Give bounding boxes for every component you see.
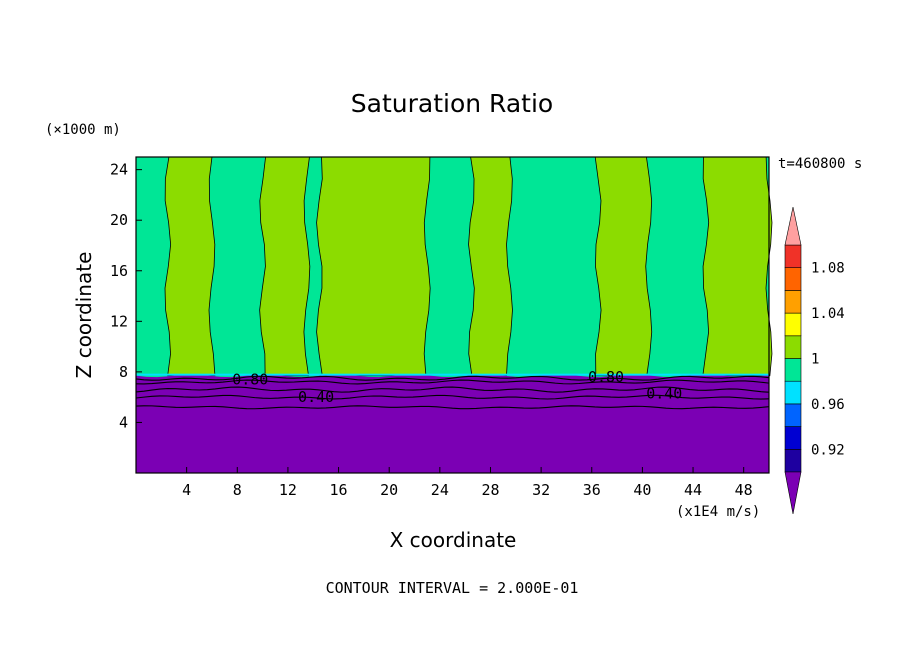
colorbar: 0.92 0.96 1 1.04 1.08 xyxy=(784,206,845,515)
y-tick-label: 8 xyxy=(119,363,128,381)
colorbar-level-label: 1.08 xyxy=(811,261,845,277)
x-tick-label: 8 xyxy=(233,481,242,499)
y-tick-label: 24 xyxy=(110,161,128,179)
y-tick-label: 12 xyxy=(110,312,128,330)
colorbar-swatch xyxy=(784,244,802,269)
colorbar-swatch xyxy=(784,335,802,359)
x-tick-label: 20 xyxy=(380,481,398,499)
x-tick-label: 40 xyxy=(633,481,651,499)
y-axis: 4 8 12 16 20 24 xyxy=(110,161,142,431)
colorbar-swatch xyxy=(784,426,802,450)
x-tick-label: 4 xyxy=(182,481,191,499)
supersaturated-column xyxy=(594,156,653,377)
contour-label: 0.80 xyxy=(232,370,268,388)
contour-label: 0.40 xyxy=(298,388,334,406)
plot-frame xyxy=(135,156,770,474)
plot-area: 0.80 0.40 0.80 0.40 xyxy=(135,156,773,474)
supersaturated-column xyxy=(164,156,216,377)
colorbar-level-label: 1 xyxy=(811,352,819,368)
contour-line xyxy=(135,405,770,410)
contour-lines xyxy=(135,375,770,410)
supersaturated-columns xyxy=(164,156,773,377)
y-tick-label: 4 xyxy=(119,413,128,431)
colorbar-level-label: 1.04 xyxy=(811,306,845,322)
colorbar-level-label: 0.92 xyxy=(811,442,845,458)
x-tick-label: 44 xyxy=(684,481,702,499)
y-axis-label: Z coordinate xyxy=(72,252,96,379)
transition-band xyxy=(136,373,769,376)
x-tick-label: 32 xyxy=(532,481,550,499)
x-tick-label: 24 xyxy=(431,481,449,499)
chart-title: Saturation Ratio xyxy=(351,89,553,118)
colorbar-swatch xyxy=(784,403,802,427)
x-tick-label: 12 xyxy=(279,481,297,499)
x-tick-label: 48 xyxy=(735,481,753,499)
supersaturated-column xyxy=(702,156,773,377)
colorbar-swatch xyxy=(784,358,802,382)
supersaturated-column xyxy=(468,156,513,377)
colorbar-swatch xyxy=(784,312,802,337)
time-label: t=460800 s xyxy=(778,156,862,172)
contour-labels: 0.80 0.40 0.80 0.40 xyxy=(232,368,682,406)
contour-label: 0.80 xyxy=(588,368,624,386)
supersaturated-column xyxy=(259,156,311,377)
contour-line xyxy=(135,375,770,381)
contour-interval-footer: CONTOUR INTERVAL = 2.000E-01 xyxy=(326,579,579,597)
colorbar-swatch xyxy=(784,380,802,405)
contour-line xyxy=(135,379,770,385)
supersaturated-column xyxy=(316,156,431,377)
colorbar-lower-extension xyxy=(784,471,802,515)
contour-line xyxy=(135,386,770,393)
x-tick-label: 36 xyxy=(583,481,601,499)
x-axis-label: X coordinate xyxy=(390,528,517,552)
colorbar-swatch xyxy=(784,290,802,314)
y-tick-label: 16 xyxy=(110,262,128,280)
y-tick-label: 20 xyxy=(110,211,128,229)
colorbar-swatch xyxy=(784,267,802,291)
subsaturated-layer xyxy=(136,373,769,473)
colorbar-swatch xyxy=(784,448,802,473)
colorbar-level-label: 0.96 xyxy=(811,397,845,413)
subsaturated-region xyxy=(136,374,769,473)
x-unit-label: (x1E4 m/s) xyxy=(676,504,760,520)
x-tick-label: 16 xyxy=(330,481,348,499)
colorbar-upper-extension xyxy=(784,206,802,246)
contour-label: 0.40 xyxy=(646,384,682,402)
y-unit-label: (×1000 m) xyxy=(45,122,121,138)
contour-line xyxy=(135,394,770,400)
x-axis: 4 8 12 16 20 24 28 32 36 40 44 48 xyxy=(182,467,753,499)
x-tick-label: 28 xyxy=(481,481,499,499)
